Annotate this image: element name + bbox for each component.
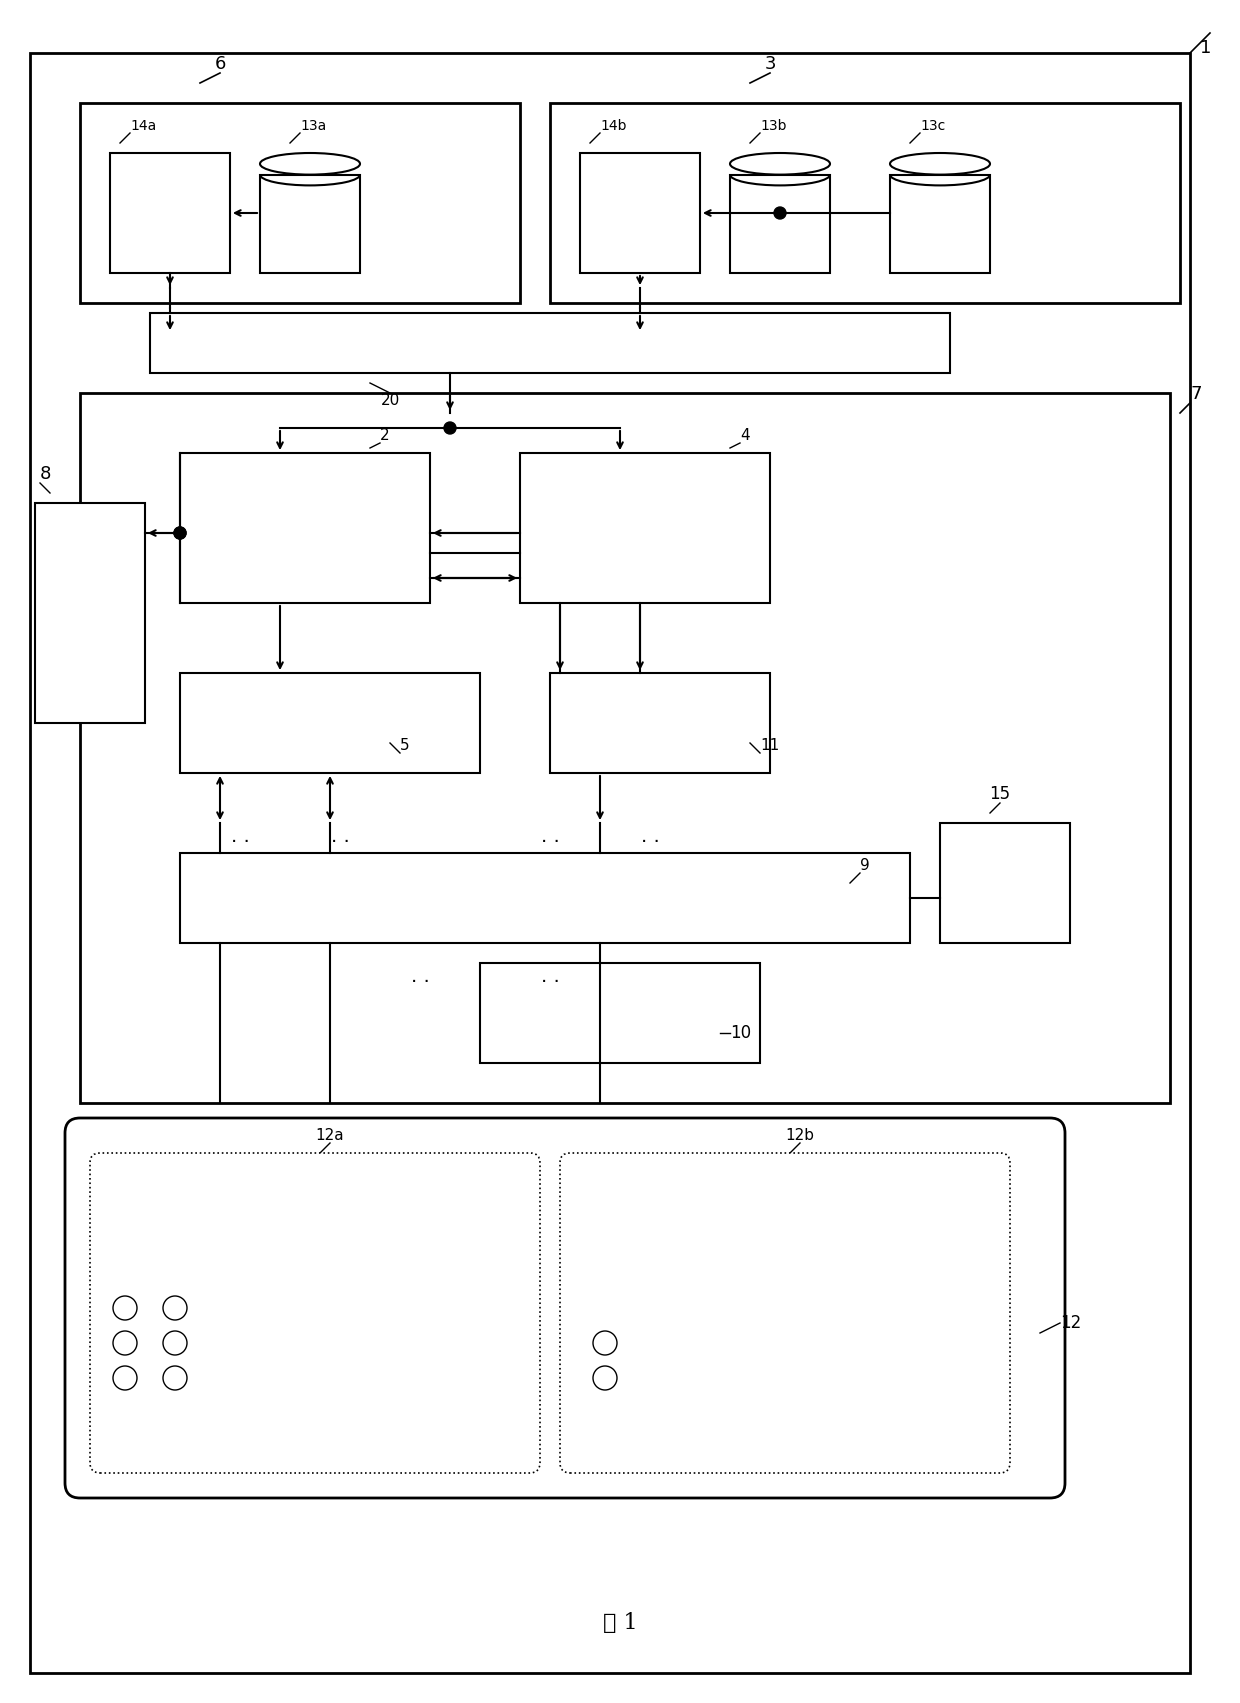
FancyBboxPatch shape	[590, 1323, 620, 1393]
FancyBboxPatch shape	[720, 1243, 750, 1274]
FancyBboxPatch shape	[520, 453, 770, 603]
Text: 13c: 13c	[920, 119, 945, 133]
Circle shape	[162, 1332, 187, 1356]
Text: 3: 3	[764, 54, 776, 73]
FancyBboxPatch shape	[260, 175, 360, 272]
Text: 1: 1	[1200, 39, 1211, 56]
Text: 9: 9	[861, 858, 869, 874]
Text: 12: 12	[1060, 1315, 1081, 1332]
Text: · ·: · ·	[541, 972, 559, 993]
Text: · ·: · ·	[641, 833, 660, 852]
FancyBboxPatch shape	[81, 393, 1171, 1104]
Circle shape	[444, 422, 456, 434]
FancyBboxPatch shape	[940, 823, 1070, 943]
FancyBboxPatch shape	[890, 175, 990, 272]
FancyBboxPatch shape	[730, 175, 830, 272]
Text: · ·: · ·	[541, 833, 559, 852]
Text: 13a: 13a	[300, 119, 326, 133]
Circle shape	[774, 208, 786, 220]
Text: 5: 5	[401, 737, 409, 753]
Circle shape	[162, 1296, 187, 1320]
Ellipse shape	[260, 153, 360, 175]
Text: 图 1: 图 1	[603, 1613, 637, 1633]
FancyBboxPatch shape	[560, 1153, 1011, 1473]
Ellipse shape	[890, 153, 990, 175]
Circle shape	[113, 1296, 136, 1320]
FancyBboxPatch shape	[35, 502, 145, 724]
Circle shape	[113, 1332, 136, 1356]
Text: 15: 15	[990, 785, 1011, 804]
Text: 6: 6	[215, 54, 226, 73]
Text: 7: 7	[1190, 385, 1202, 404]
Text: 4: 4	[740, 427, 750, 443]
FancyBboxPatch shape	[180, 453, 430, 603]
Text: 12b: 12b	[785, 1127, 815, 1143]
FancyBboxPatch shape	[180, 673, 480, 773]
Text: 12a: 12a	[316, 1127, 345, 1143]
Text: 8: 8	[40, 465, 51, 484]
Circle shape	[174, 526, 186, 540]
Circle shape	[593, 1366, 618, 1390]
Text: 14b: 14b	[600, 119, 626, 133]
FancyBboxPatch shape	[81, 102, 520, 303]
FancyBboxPatch shape	[551, 673, 770, 773]
FancyBboxPatch shape	[150, 313, 950, 373]
FancyBboxPatch shape	[160, 1287, 190, 1393]
Circle shape	[113, 1366, 136, 1390]
FancyBboxPatch shape	[110, 1287, 140, 1393]
FancyBboxPatch shape	[180, 853, 910, 943]
Circle shape	[593, 1332, 618, 1356]
Text: 13b: 13b	[760, 119, 786, 133]
FancyBboxPatch shape	[110, 153, 229, 272]
Text: · ·: · ·	[410, 972, 429, 993]
Text: 11: 11	[760, 737, 779, 753]
Text: 2: 2	[379, 427, 389, 443]
Text: 10: 10	[730, 1024, 751, 1042]
Text: 20: 20	[381, 393, 399, 409]
Circle shape	[162, 1366, 187, 1390]
Text: · ·: · ·	[231, 833, 249, 852]
FancyBboxPatch shape	[300, 1243, 330, 1274]
Circle shape	[174, 526, 186, 540]
FancyBboxPatch shape	[91, 1153, 539, 1473]
FancyBboxPatch shape	[30, 53, 1190, 1672]
Ellipse shape	[730, 153, 830, 175]
Text: 14a: 14a	[130, 119, 156, 133]
FancyBboxPatch shape	[480, 962, 760, 1063]
FancyBboxPatch shape	[580, 153, 701, 272]
FancyBboxPatch shape	[551, 102, 1180, 303]
Text: · ·: · ·	[331, 833, 350, 852]
FancyBboxPatch shape	[64, 1117, 1065, 1499]
